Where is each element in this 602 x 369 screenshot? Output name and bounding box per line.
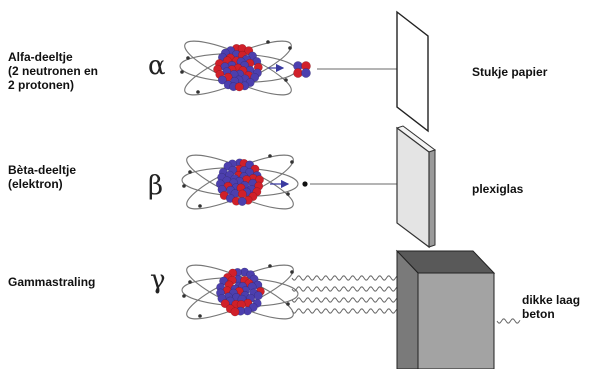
plexiglas-plate [396,126,430,249]
orbit-electron [196,90,200,94]
orbit-electron [290,270,294,274]
alpha-particle [293,61,311,78]
proton [220,299,230,309]
alpha-label-line-1: Alfa-deeltje [8,50,73,64]
neutron [253,291,263,301]
alpha-label-line-3: 2 protonen) [8,78,74,92]
orbit-electron [188,170,192,174]
orbit-electron [198,204,202,208]
gamma-label: Gammastraling [8,275,95,289]
neutron [237,197,247,206]
atom-gamma [181,264,299,320]
orbit-electron [188,280,192,284]
orbit-electron [186,56,190,60]
orbit-electron [288,46,292,50]
beta-symbol: β [148,171,164,201]
orbit-electron [182,184,186,188]
neutron [217,75,227,85]
gamma-wave [291,286,413,292]
proton [230,307,240,317]
orbit-electron [286,302,290,306]
alpha-symbol: α [148,51,166,81]
gamma-label-line-1: Gammastraling [8,275,96,289]
paper-label: Stukje papier [472,65,548,79]
gamma-wave [291,297,413,303]
orbit-electron [290,160,294,164]
concrete-block-front [417,272,495,369]
gamma-wave [291,275,413,281]
gamma-wave-exit [496,318,521,324]
gamma-wave [291,308,413,314]
gamma-symbol: γ [150,265,166,295]
plexiglas-label: plexiglas [472,182,524,196]
orbit-electron [286,192,290,196]
beta-label-line-1: Bèta-deeltje [8,163,77,177]
alpha-label: Alfa-deeltje (2 neutronen en 2 protonen) [8,50,98,92]
concrete-label: dikke laag beton [522,293,580,321]
gamma-waves [291,275,413,314]
beta-label-line-2: (elektron) [8,177,63,191]
orbit-electron [182,294,186,298]
proton [234,82,244,92]
gamma-wave [496,318,521,324]
orbit-electron [180,70,184,74]
orbit-electron [268,264,272,268]
concrete-block-side [396,249,419,369]
beta-label: Bèta-deeltje (elektron) [8,163,76,191]
paper-sheet [396,10,429,133]
orbit-electron [266,40,270,44]
concrete-label-line-1: dikke laag [522,293,581,307]
orbit-electron [284,78,288,82]
orbit-electron [268,154,272,158]
atom-beta [181,154,299,210]
alpha-label-line-2: (2 neutronen en [8,64,99,78]
beta-electron [302,181,308,187]
orbit-electron [198,314,202,318]
atom-alpha [179,40,297,96]
concrete-label-line-2: beton [522,307,555,321]
neutron [301,68,311,78]
plexiglas-plate-side [428,149,436,248]
